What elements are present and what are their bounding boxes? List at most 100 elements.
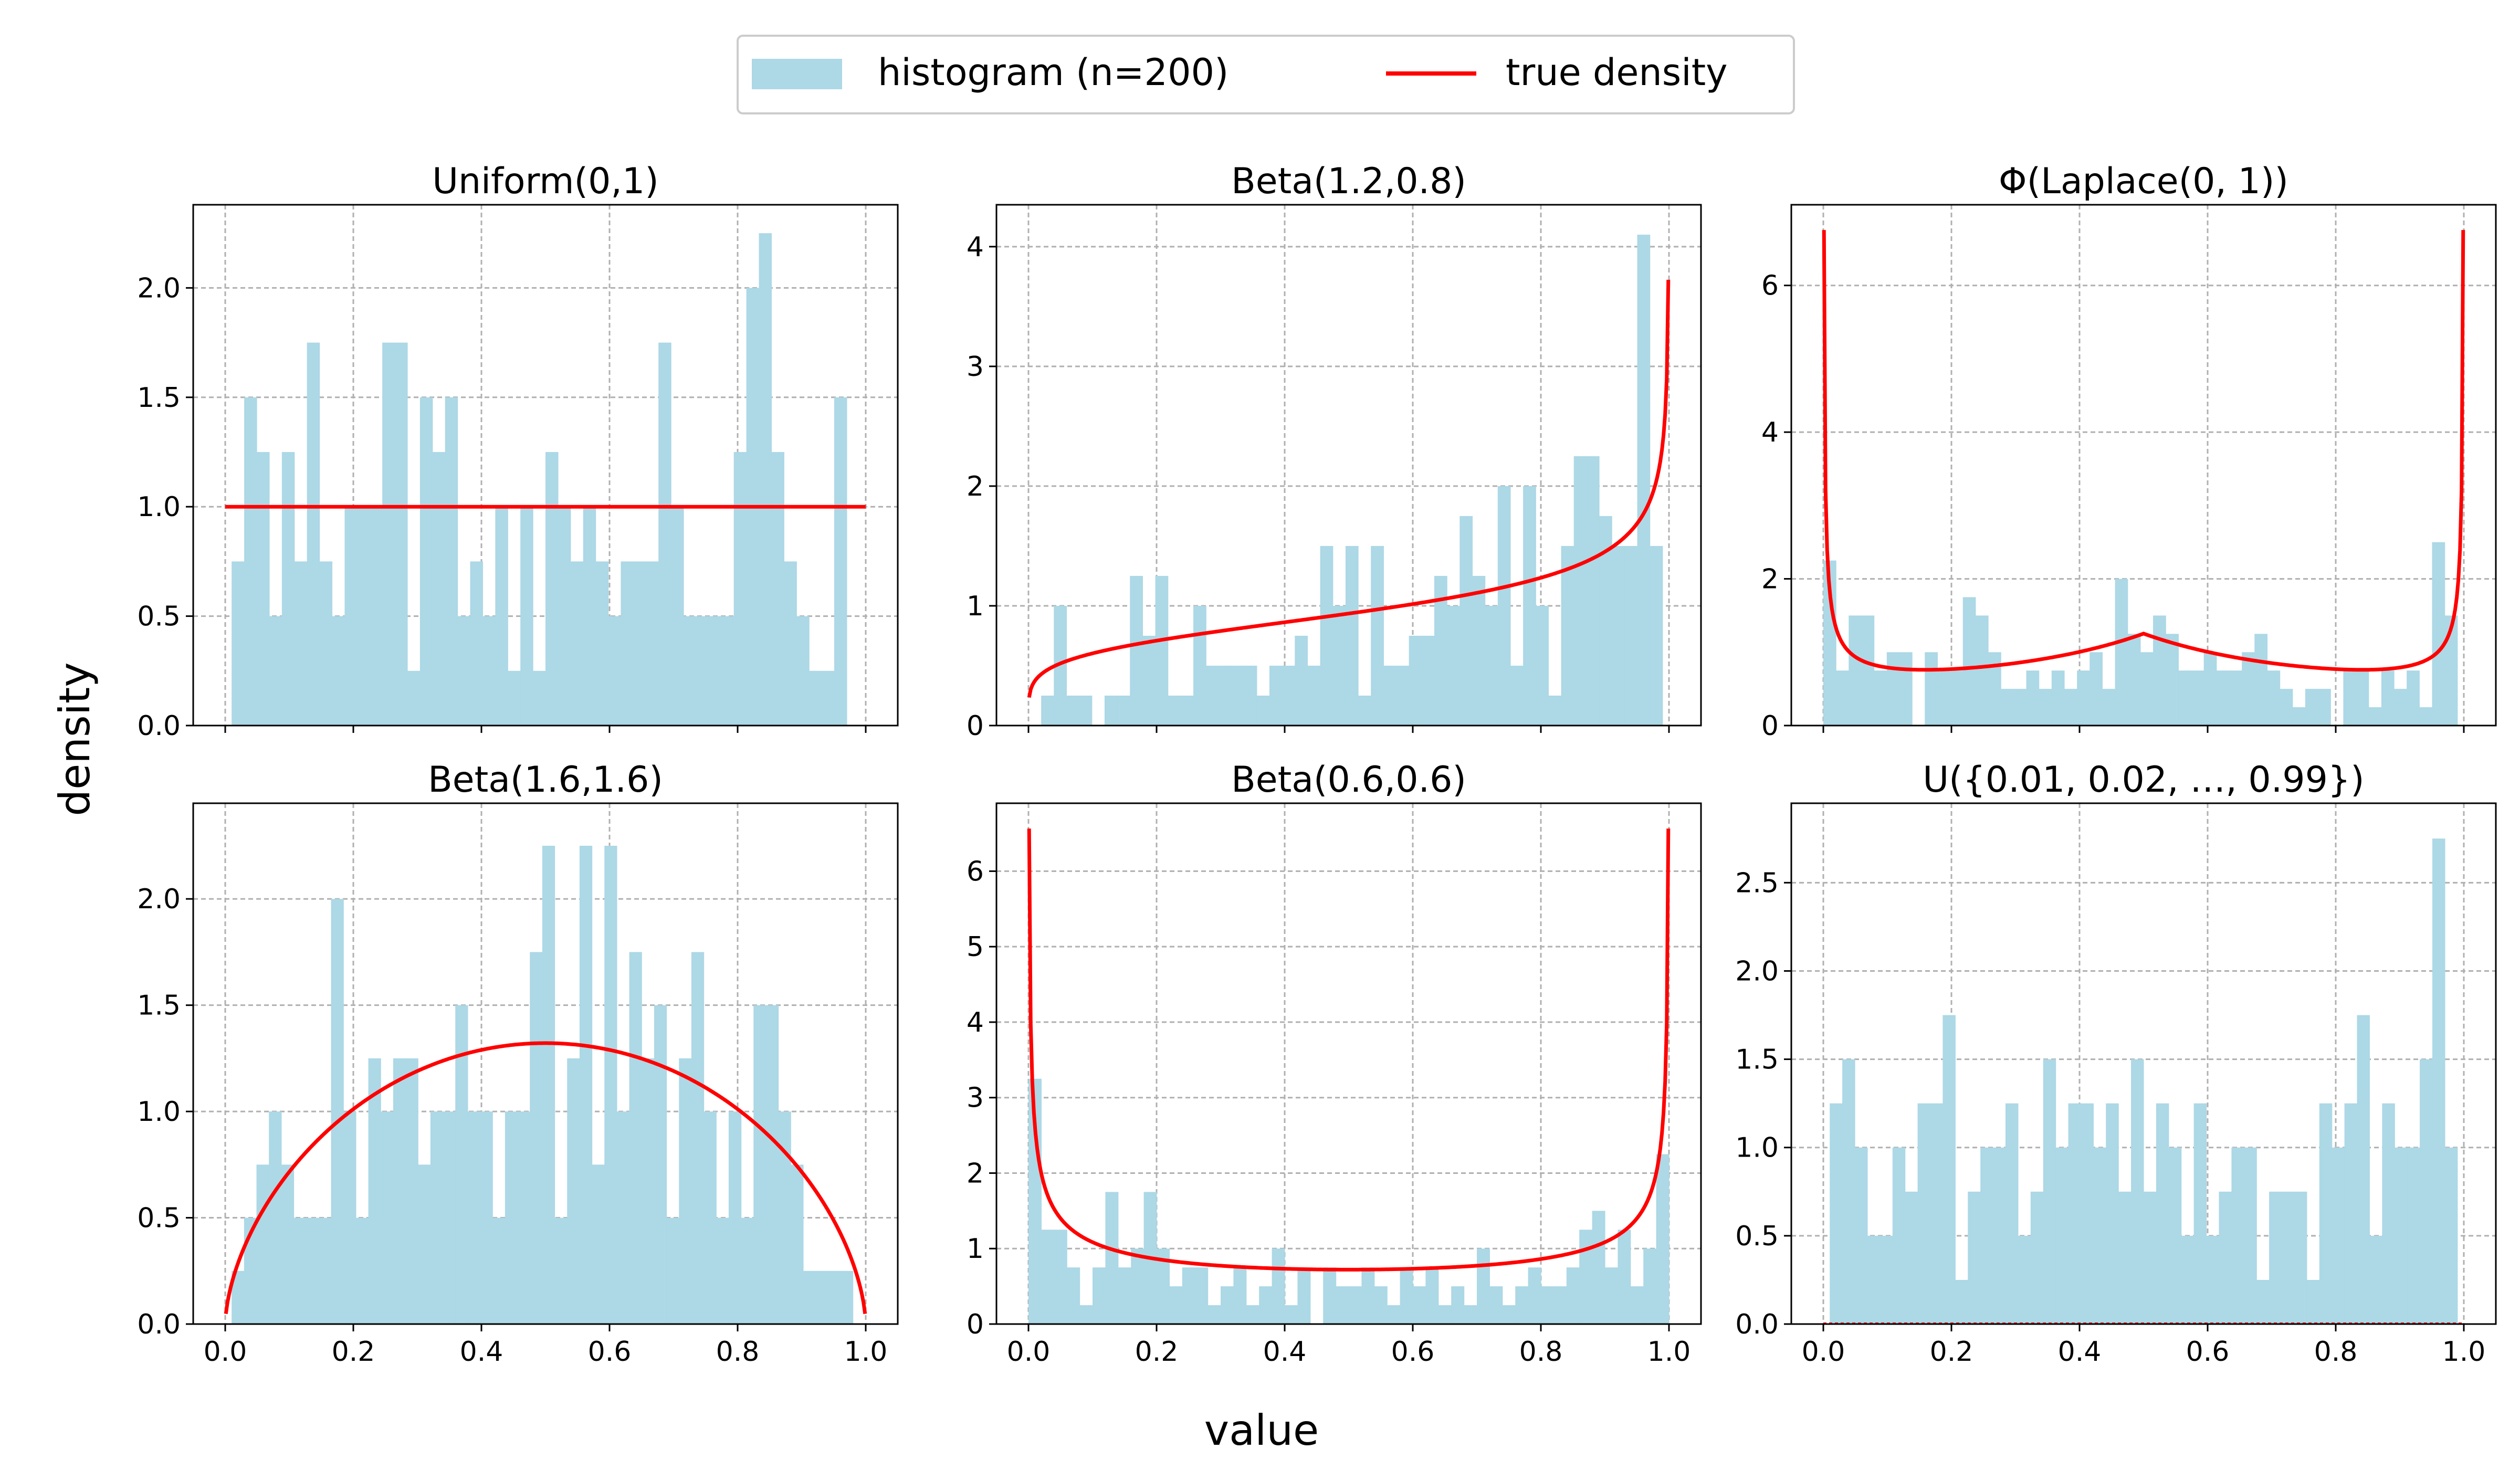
histogram-bar [1282,665,1295,726]
histogram-bar [1219,665,1232,726]
histogram-bar [1221,1286,1234,1324]
histogram-bar [244,397,257,726]
histogram-bar [1182,1267,1195,1324]
panel-title: Beta(1.6,1.6) [428,759,663,801]
histogram-bar [2191,670,2204,726]
y-tick-label: 3 [967,351,984,383]
histogram-bar [1093,1267,1106,1324]
y-tick-label: 0 [1761,710,1779,742]
histogram-bar [2306,1279,2320,1324]
histogram-bar [2344,1103,2358,1324]
histogram-bar [1336,1286,1349,1324]
histogram-bar [2269,1191,2282,1324]
histogram-bar [741,1217,754,1324]
histogram-bar [256,1164,269,1324]
histogram-bar [1485,605,1498,726]
histogram-bar [1515,1286,1529,1324]
panels: 0.0 0.5 1.0 1.5 2.0 Uniform(0,1) 0 1 2 3 4 Beta(1.2… [137,161,2497,1368]
histogram-bar [2343,670,2357,726]
x-tick-label: 0.4 [460,1336,503,1368]
histogram-bar [1041,695,1054,726]
histogram-bars [1830,838,2458,1324]
x-tick-label: 0.2 [1930,1336,1973,1368]
histogram-bar [1193,605,1206,726]
histogram-bar [2395,1147,2408,1324]
histogram-bar [1899,652,1913,726]
histogram-bar [1528,1267,1541,1324]
histogram-bar [2106,1103,2119,1324]
histogram-bar [2013,689,2027,726]
histogram-bar [2444,615,2458,726]
histogram-bar [1195,1267,1209,1324]
axes-frame [1790,802,2497,1325]
histogram-bar [2381,670,2395,726]
histogram-bar [2005,1103,2019,1324]
histogram-bar [1421,635,1435,726]
panel-3: 0 2 4 6 Φ(Laplace(0, 1)) [1761,161,2497,742]
histogram-bar [2254,634,2268,726]
histogram-bar [382,342,395,726]
histogram-bar [654,1005,667,1324]
histogram-bar [2102,689,2116,726]
histogram-bar [445,397,458,726]
histogram-bar [1297,1267,1311,1324]
histogram-bar [1117,695,1130,726]
histogram-bar [520,507,533,726]
histogram-bar [728,1111,742,1324]
histogram-bar [257,452,270,726]
histogram-bar [1892,1147,1906,1324]
histogram-bar [2064,689,2077,726]
histogram-bar [1285,1305,1298,1324]
histogram-bar [1349,1286,1362,1324]
panel-title: Φ(Laplace(0, 1)) [1999,161,2288,202]
histogram-bar [293,1217,307,1324]
histogram-bar [1233,1267,1247,1324]
histogram-bar [517,1111,530,1324]
histogram-bar [1553,1286,1567,1324]
histogram-bar [2432,542,2445,726]
y-tick-label: 6 [967,856,984,887]
panel-title: Beta(0.6,0.6) [1231,759,1466,801]
histogram-bar [1104,695,1118,726]
histogram-bar [796,616,810,726]
histogram-bar [1561,545,1574,726]
y-tick-label: 0.0 [137,710,181,742]
histogram-bar [771,452,784,726]
histogram-bar [542,845,555,1324]
histogram-bar [684,616,697,726]
histogram-bar [2206,1235,2220,1324]
histogram-bar [2026,670,2040,726]
y-tick-label: 0 [967,1309,984,1340]
density-line [224,1041,867,1315]
histogram-bar [2242,652,2255,726]
histogram-bar [2407,670,2420,726]
histogram-bar [269,1111,282,1324]
histogram-bar [2077,670,2090,726]
histogram-bar [307,342,320,726]
histogram-bar [1400,1267,1413,1324]
histogram-bar [1950,670,1964,726]
histogram-bar [733,452,747,726]
histogram-bar [1383,665,1397,726]
histogram-bar [1643,1248,1657,1324]
y-tick-label: 2.5 [1735,867,1779,899]
x-tick-label: 1.0 [2442,1336,2486,1368]
x-tick-label: 0.0 [204,1336,247,1368]
x-tick-label: 0.0 [1802,1336,1845,1368]
y-tick-label: 1.5 [137,382,181,414]
y-tick-label: 4 [1761,417,1779,448]
y-tick-label: 1 [967,1233,984,1265]
histogram-bar [753,1005,766,1324]
histogram-bar [443,1111,456,1324]
histogram-bar [840,1270,854,1324]
histogram-bar [1548,695,1562,726]
histogram-bar [721,616,734,726]
histogram-bar [2368,707,2382,726]
x-tick-label: 0.4 [1263,1336,1307,1368]
histogram-bar [1886,652,1900,726]
histogram-bar [1105,1192,1119,1324]
histogram-bar [1630,1286,1644,1324]
histogram-bar [505,1111,518,1324]
histogram-bar [331,899,344,1324]
axes-frame [1790,204,2497,727]
